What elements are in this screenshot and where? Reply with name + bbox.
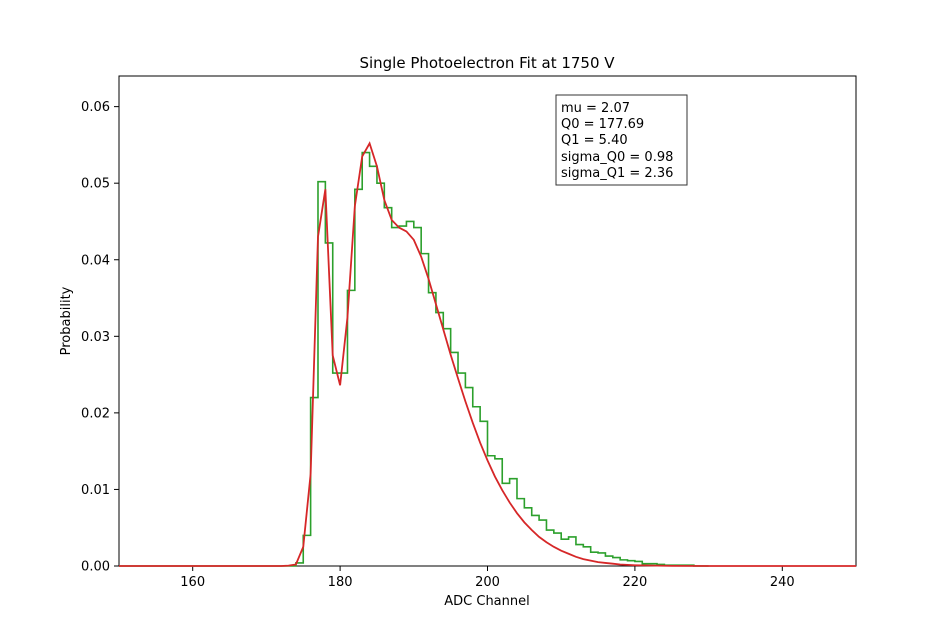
y-tick-label: 0.00 (81, 560, 110, 575)
chart-title: Single Photoelectron Fit at 1750 V (359, 54, 615, 72)
y-axis-label: Probability (59, 286, 74, 355)
stat-sigma-q0: sigma_Q0 = 0.98 (561, 150, 673, 165)
y-tick-label: 0.03 (81, 330, 110, 345)
x-tick-label: 200 (475, 575, 500, 590)
histogram-series (119, 151, 709, 567)
x-tick-label: 180 (328, 575, 353, 590)
fit-curve-series (119, 141, 856, 567)
stats-box: mu = 2.07 Q0 = 177.69 Q1 = 5.40 sigma_Q0… (555, 94, 688, 186)
x-tick-label: 160 (180, 575, 205, 590)
y-tick-label: 0.06 (81, 100, 110, 115)
stat-q0: Q0 = 177.69 (561, 117, 644, 132)
plot-area: 160 180 200 220 240 0.00 0.01 0.02 0.03 0.04 0.05… (81, 75, 857, 590)
x-axis: 160 180 200 220 240 (180, 566, 795, 590)
x-axis-label: ADC Channel (444, 594, 529, 609)
y-axis: 0.00 0.01 0.02 0.03 0.04 0.05 0.06 (81, 100, 119, 575)
stat-sigma-q1: sigma_Q1 = 2.36 (561, 166, 673, 181)
x-tick-label: 240 (770, 575, 795, 590)
stats-box-frame (555, 94, 688, 186)
x-tick-label: 220 (622, 575, 647, 590)
y-tick-label: 0.02 (81, 406, 110, 421)
y-tick-label: 0.05 (81, 177, 110, 192)
y-tick-label: 0.04 (81, 253, 110, 268)
stat-mu: mu = 2.07 (561, 101, 630, 116)
plot-frame (118, 75, 857, 567)
stat-q1: Q1 = 5.40 (561, 133, 628, 148)
y-tick-label: 0.01 (81, 483, 110, 498)
